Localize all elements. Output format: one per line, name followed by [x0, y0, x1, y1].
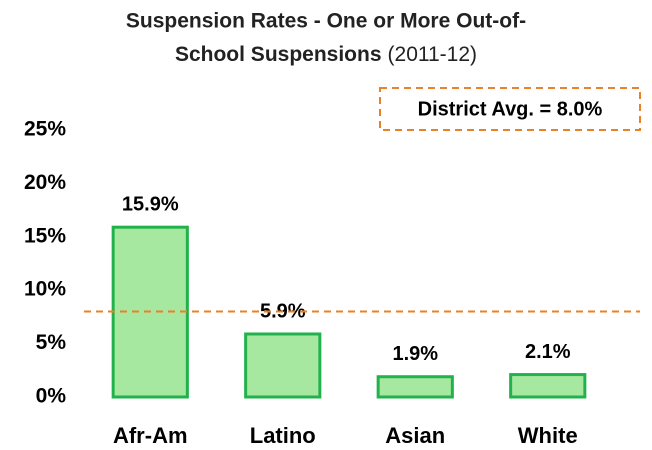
y-tick-label: 20% [24, 171, 66, 194]
chart-title: Suspension Rates - One or More Out-of- [126, 10, 526, 33]
data-label: 2.1% [525, 341, 571, 363]
y-tick-label: 10% [24, 278, 66, 301]
reference-label: District Avg. = 8.0% [418, 98, 603, 120]
reference-box [379, 87, 641, 131]
x-tick-label: Latino [250, 423, 316, 448]
y-tick-label: 5% [36, 331, 67, 354]
y-tick-label: 25% [24, 118, 66, 141]
data-label: 1.9% [392, 343, 438, 365]
bar [376, 375, 454, 399]
x-tick-label: Afr-Am [113, 423, 188, 448]
chart-title-note: (2011-12) [388, 43, 478, 66]
chart-title-line: School Suspensions (2011-12) [175, 43, 477, 66]
x-tick-label: White [518, 423, 578, 448]
x-tick-label: Asian [385, 423, 445, 448]
data-label: 15.9% [122, 193, 179, 215]
y-tick-label: 0% [36, 385, 67, 408]
bar [509, 373, 587, 399]
bar [244, 332, 322, 399]
y-tick-label: 15% [24, 224, 66, 247]
chart-title: School Suspensions [175, 43, 382, 66]
